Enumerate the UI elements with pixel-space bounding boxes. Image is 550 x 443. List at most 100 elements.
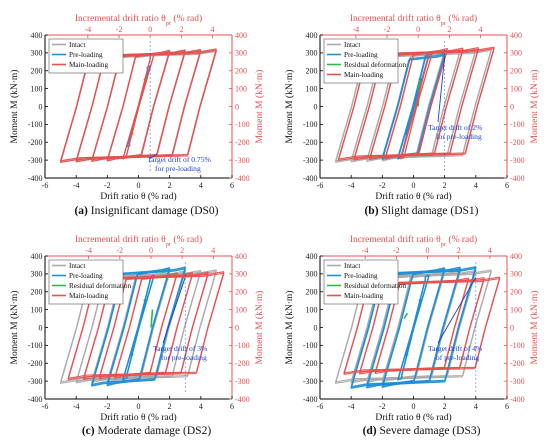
x-tick-label: 4 bbox=[474, 402, 478, 411]
top-tick-label: -2 bbox=[384, 25, 391, 34]
x-tick-label: 2 bbox=[443, 181, 447, 190]
annotation-line-2: of pre-loading bbox=[436, 353, 479, 362]
panel-caption: (c) Moderate damage (DS2) bbox=[82, 425, 211, 437]
y-tick-label: 0 bbox=[39, 102, 43, 111]
right-tick-label: -400 bbox=[235, 395, 250, 404]
top-tick-label: 2 bbox=[180, 246, 184, 255]
y-tick-label: 100 bbox=[31, 84, 43, 93]
panel-caption: (a) Insignificant damage (DS0) bbox=[74, 205, 218, 217]
annotation-line-1: Target drift of 4% bbox=[428, 344, 483, 353]
x-tick-label: -2 bbox=[379, 181, 386, 190]
series-residual-deformation bbox=[150, 309, 154, 328]
y-tick-label: 400 bbox=[31, 31, 43, 40]
x-tick-label: -6 bbox=[317, 181, 324, 190]
right-tick-label: 100 bbox=[235, 305, 247, 314]
x-tick-label: 0 bbox=[412, 181, 416, 190]
y-axis-title: Moment M (kN·m) bbox=[284, 70, 295, 144]
y-tick-label: -200 bbox=[28, 359, 43, 368]
x-tick-label: 6 bbox=[230, 181, 234, 190]
top-tick-label: -2 bbox=[393, 246, 400, 255]
chart-panel-3: -6 -4 -2 0 2 4 6-400-300-200-1000100200300400-… bbox=[9, 234, 265, 437]
annotation-arrow bbox=[437, 277, 477, 344]
panel-caption: (d) Severe damage (DS3) bbox=[363, 425, 481, 437]
top-tick-label: 0 bbox=[149, 246, 153, 255]
right-tick-label: 200 bbox=[235, 67, 247, 76]
top-axis-title: Incremental drift ratio θpr (% rad) bbox=[75, 13, 202, 27]
legend-label: Pre-loading bbox=[69, 51, 103, 59]
right-tick-label: -400 bbox=[510, 395, 525, 404]
annotation-line-2: for pre-loading bbox=[161, 353, 207, 362]
right-tick-label: 300 bbox=[235, 49, 247, 58]
right-tick-label: -200 bbox=[510, 138, 525, 147]
x-tick-label: -2 bbox=[104, 402, 111, 411]
y-tick-label: -100 bbox=[303, 120, 318, 129]
right-tick-label: -300 bbox=[510, 156, 525, 165]
right-tick-label: 0 bbox=[510, 323, 514, 332]
legend-label: Intact bbox=[69, 41, 85, 49]
right-tick-label: 0 bbox=[235, 102, 239, 111]
legend-box bbox=[48, 259, 124, 305]
y-axis-title-right: Moment M (kN·m) bbox=[254, 70, 265, 144]
x-tick-label: 6 bbox=[505, 402, 509, 411]
top-tick-label: 2 bbox=[447, 25, 451, 34]
curves bbox=[335, 46, 495, 163]
right-tick-label: -100 bbox=[235, 120, 250, 129]
legend-label: Pre-loading bbox=[344, 272, 378, 280]
annotation-line-2: for pre-loading bbox=[155, 164, 201, 173]
x-tick-label: 0 bbox=[137, 402, 141, 411]
x-tick-label: 0 bbox=[137, 181, 141, 190]
y-axis-title: Moment M (kN·m) bbox=[9, 70, 20, 144]
x-tick-label: -6 bbox=[42, 402, 49, 411]
y-axis-title-right: Moment M (kN·m) bbox=[529, 291, 540, 365]
y-tick-label: -200 bbox=[303, 138, 318, 147]
top-tick-label: -4 bbox=[353, 25, 360, 34]
x-axis-title: Drift ratio θ (% rad) bbox=[375, 412, 451, 423]
y-tick-label: 400 bbox=[31, 252, 43, 261]
x-axis-title: Drift ratio θ (% rad) bbox=[100, 412, 176, 423]
legend-box bbox=[323, 38, 399, 84]
y-tick-label: -100 bbox=[28, 341, 43, 350]
x-tick-label: 0 bbox=[412, 402, 416, 411]
y-tick-label: -100 bbox=[303, 341, 318, 350]
top-tick-label: -2 bbox=[116, 246, 123, 255]
x-tick-label: 2 bbox=[443, 402, 447, 411]
series-pre-loading-loop bbox=[91, 268, 186, 386]
y-tick-label: -200 bbox=[303, 359, 318, 368]
y-tick-label: 400 bbox=[306, 31, 318, 40]
legend-label: Main-loading bbox=[69, 292, 109, 300]
y-tick-label: -400 bbox=[303, 395, 318, 404]
right-tick-label: -100 bbox=[235, 341, 250, 350]
annotation-arrow bbox=[149, 153, 158, 159]
top-tick-label: -4 bbox=[362, 246, 369, 255]
x-tick-label: -4 bbox=[73, 402, 80, 411]
right-tick-label: 100 bbox=[235, 84, 247, 93]
annotation-arrow bbox=[437, 56, 446, 123]
series-pre-loading-loop bbox=[397, 274, 430, 381]
top-tick-label: 2 bbox=[457, 246, 461, 255]
right-tick-label: 300 bbox=[235, 270, 247, 279]
right-tick-label: -300 bbox=[510, 377, 525, 386]
right-tick-label: 100 bbox=[510, 305, 522, 314]
top-tick-label: -4 bbox=[85, 25, 92, 34]
x-tick-label: -4 bbox=[73, 181, 80, 190]
series-main-loading-loop bbox=[67, 272, 225, 379]
y-tick-label: -300 bbox=[28, 377, 43, 386]
top-axis-title: Incremental drift ratio θpr (% rad) bbox=[350, 13, 477, 27]
right-tick-label: 100 bbox=[510, 84, 522, 93]
right-tick-label: 200 bbox=[510, 67, 522, 76]
legend-label: Main-loading bbox=[344, 71, 384, 79]
y-tick-label: 100 bbox=[31, 305, 43, 314]
series-main-loading-loop bbox=[337, 48, 495, 160]
top-tick-label: 0 bbox=[416, 25, 420, 34]
y-axis-title: Moment M (kN·m) bbox=[284, 291, 295, 365]
legend-label: Pre-loading bbox=[69, 272, 103, 280]
series-main-loading-loop bbox=[60, 49, 217, 162]
y-tick-label: 200 bbox=[31, 67, 43, 76]
right-tick-label: 0 bbox=[510, 102, 514, 111]
legend-label: Main-loading bbox=[344, 292, 384, 300]
series-main-loading-loop bbox=[400, 53, 433, 158]
legend-label: Main-loading bbox=[69, 61, 109, 69]
x-tick-label: -2 bbox=[104, 181, 111, 190]
x-tick-label: 2 bbox=[168, 402, 172, 411]
chart-panel-1: -6 -4 -2 0 2 4 6-400-300-200-1000100200300400-… bbox=[9, 13, 265, 217]
